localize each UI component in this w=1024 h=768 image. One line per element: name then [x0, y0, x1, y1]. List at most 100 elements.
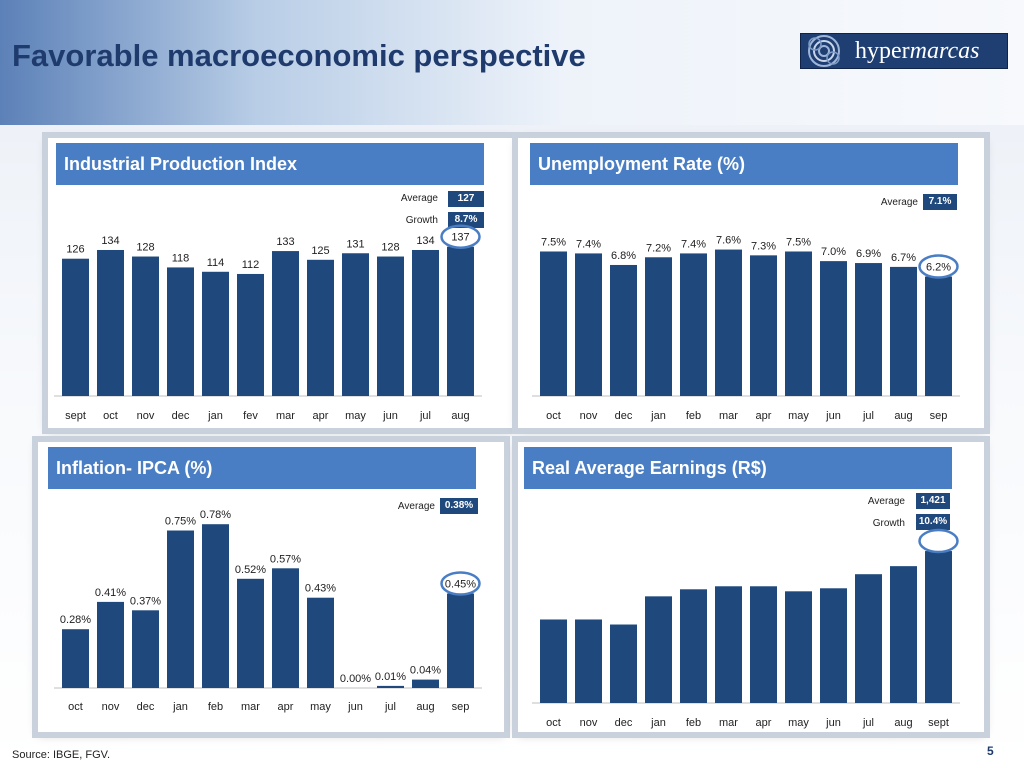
bar	[610, 264, 637, 396]
category-tick-label: mar	[276, 410, 295, 422]
category-tick-label: nov	[137, 410, 155, 422]
average-label: Average	[400, 193, 438, 204]
bar	[272, 251, 299, 396]
category-tick-label: sept	[928, 717, 949, 729]
data-label: 6.2%	[926, 262, 951, 274]
data-label: 114	[207, 257, 225, 269]
data-label: 134	[416, 235, 434, 247]
category-tick-label: apr	[756, 410, 772, 422]
category-tick-label: fev	[243, 410, 258, 422]
company-logo: hypermarcas	[800, 33, 1008, 69]
bar	[610, 624, 637, 703]
category-tick-label: dec	[615, 410, 633, 422]
data-label: 0.28%	[60, 614, 91, 626]
data-label: 128	[381, 242, 399, 254]
data-label: 0.04%	[410, 665, 441, 677]
category-tick-label: apr	[756, 717, 772, 729]
category-tick-label: jan	[650, 717, 666, 729]
category-tick-label: jul	[419, 410, 431, 422]
bar	[645, 257, 672, 396]
data-label: 131	[346, 238, 364, 250]
bar	[412, 679, 439, 688]
logo-text-regular: hyper	[855, 37, 910, 64]
inflation-ipca-title: Inflation- IPCA (%)	[48, 447, 476, 489]
data-label: 0.52%	[235, 564, 266, 576]
bar	[575, 253, 602, 396]
category-tick-label: jul	[862, 717, 874, 729]
bar	[307, 597, 334, 688]
growth-label: Growth	[405, 215, 438, 226]
bar	[925, 551, 952, 703]
real-average-earnings-title: Real Average Earnings (R$)	[524, 447, 952, 489]
logo-wordmark: hypermarcas	[855, 38, 979, 65]
data-label: 112	[242, 259, 260, 271]
bar	[412, 249, 439, 396]
inflation-ipca-panel: Inflation- IPCA (%) Average 0.38% oct 0.2…	[38, 442, 504, 732]
bar	[890, 266, 917, 396]
highlight-ring	[918, 254, 959, 279]
category-tick-label: nov	[580, 410, 598, 422]
industrial-production-title: Industrial Production Index	[56, 143, 484, 185]
bar	[447, 246, 474, 396]
data-label: 7.5%	[786, 236, 811, 248]
real-average-earnings-chart: oct nov dec jan feb mar apr may jun jul aug sept	[532, 528, 960, 729]
data-label: 6.9%	[856, 248, 881, 260]
average-badge: 7.1%	[923, 194, 957, 210]
data-label: 0.75%	[165, 516, 196, 528]
unemployment-rate-panel: Unemployment Rate (%) Average 7.1% oct 7.…	[518, 138, 984, 428]
logo-text-italic: marcas	[909, 37, 980, 64]
category-tick-label: mar	[719, 717, 738, 729]
category-tick-label: mar	[719, 410, 738, 422]
category-tick-label: jun	[825, 717, 841, 729]
category-tick-label: aug	[451, 410, 469, 422]
bar	[377, 685, 404, 688]
page-number: 5	[987, 744, 994, 758]
bar	[272, 568, 299, 688]
average-badge: 127	[448, 191, 484, 207]
category-tick-label: mar	[241, 701, 260, 713]
bar	[202, 524, 229, 688]
data-label: 7.4%	[576, 238, 601, 250]
category-tick-label: jan	[650, 410, 666, 422]
category-tick-label: nov	[102, 701, 120, 713]
bar	[202, 271, 229, 396]
unemployment-rate-chart: oct 7.5% nov 7.4% dec 6.8% jan 7.2% feb 7.4% mar 7.…	[532, 235, 960, 422]
data-label: 7.3%	[751, 240, 776, 252]
data-label: 0.41%	[95, 587, 126, 599]
category-tick-label: sept	[65, 410, 86, 422]
category-tick-label: jan	[207, 410, 223, 422]
data-label: 7.5%	[541, 236, 566, 248]
growth-label: Growth	[872, 518, 905, 529]
bar	[97, 249, 124, 396]
category-tick-label: jan	[172, 701, 188, 713]
highlight-ring	[440, 224, 481, 249]
data-label: 0.45%	[445, 579, 476, 591]
unemployment-rate-title: Unemployment Rate (%)	[530, 143, 958, 185]
bar	[97, 601, 124, 688]
category-tick-label: apr	[313, 410, 329, 422]
bar	[377, 256, 404, 396]
data-label: 0.37%	[130, 595, 161, 607]
real-average-earnings-panel: Real Average Earnings (R$) Average 1,421…	[518, 442, 984, 732]
bar	[167, 267, 194, 396]
bar	[680, 589, 707, 703]
category-tick-label: may	[345, 410, 366, 422]
bar	[62, 258, 89, 396]
data-label: 0.00%	[340, 673, 371, 685]
category-tick-label: jun	[347, 701, 363, 713]
data-label: 7.6%	[716, 235, 741, 247]
category-tick-label: sep	[452, 701, 470, 713]
industrial-production-panel: Industrial Production Index Average 127 …	[48, 138, 514, 428]
average-badge: 0.38%	[440, 498, 478, 514]
category-tick-label: aug	[416, 701, 434, 713]
bar	[645, 596, 672, 703]
bar	[342, 253, 369, 396]
bar	[132, 256, 159, 396]
average-badge: 1,421	[916, 493, 950, 509]
category-tick-label: aug	[894, 410, 912, 422]
bar	[540, 251, 567, 396]
data-label: 128	[136, 242, 154, 254]
data-label: 126	[66, 244, 84, 256]
bar	[820, 588, 847, 703]
category-tick-label: jul	[384, 701, 396, 713]
